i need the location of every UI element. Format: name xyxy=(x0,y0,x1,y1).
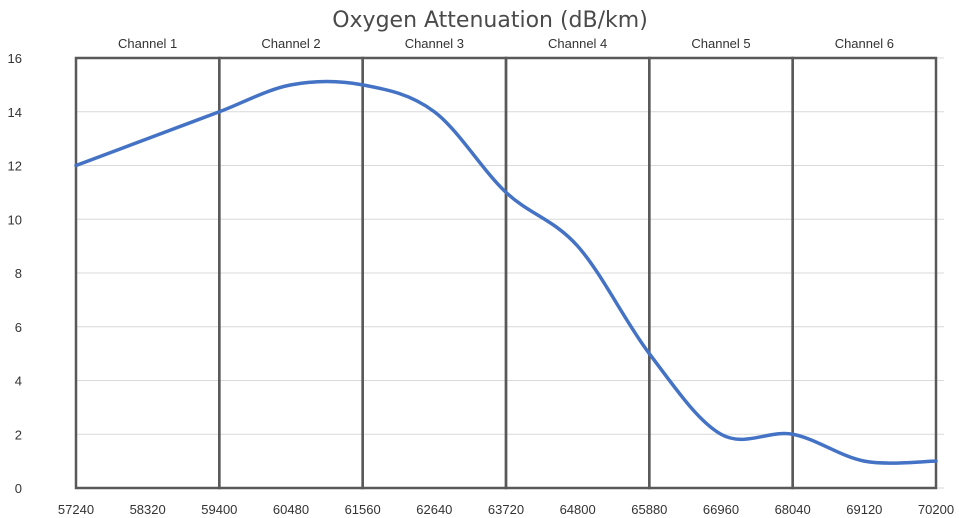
x-tick-label: 58320 xyxy=(130,502,166,517)
data-point xyxy=(504,190,508,194)
x-tick-label: 63720 xyxy=(488,502,524,517)
x-tick-label: 64800 xyxy=(560,502,596,517)
y-tick-label: 14 xyxy=(8,105,22,120)
data-point xyxy=(74,164,78,168)
x-tick-label: 68040 xyxy=(775,502,811,517)
x-axis-ticks: 57240 58320 59400 60480 61560 62640 63720 64800… xyxy=(58,502,954,517)
x-tick-label: 66960 xyxy=(703,502,739,517)
channel-label-6: Channel 6 xyxy=(835,36,894,51)
chart-title: Oxygen Attenuation (dB/km) xyxy=(332,8,648,33)
data-point xyxy=(217,110,221,114)
x-tick-label: 57240 xyxy=(58,502,94,517)
y-tick-label: 16 xyxy=(8,51,22,66)
y-tick-label: 6 xyxy=(15,320,22,335)
data-point xyxy=(647,352,651,356)
y-tick-label: 2 xyxy=(15,427,22,442)
data-point xyxy=(576,244,580,248)
y-axis-ticks: 0 2 4 6 8 10 12 14 16 xyxy=(8,51,22,496)
series-line-1 xyxy=(74,79,938,465)
channel-label-4: Channel 4 xyxy=(548,36,607,51)
x-tick-label: 65880 xyxy=(631,502,667,517)
x-tick-label: 69120 xyxy=(846,502,882,517)
data-point xyxy=(289,83,293,87)
data-point xyxy=(361,83,365,87)
channel-label-2: Channel 2 xyxy=(261,36,320,51)
y-tick-label: 4 xyxy=(15,374,22,389)
channel-label-3: Channel 3 xyxy=(405,36,464,51)
series-lines xyxy=(74,79,938,465)
x-tick-label: 61560 xyxy=(345,502,381,517)
x-tick-label: 70200 xyxy=(918,502,954,517)
data-point xyxy=(719,432,723,436)
data-point xyxy=(432,110,436,114)
x-tick-label: 60480 xyxy=(273,502,309,517)
channel-label-1: Channel 1 xyxy=(118,36,177,51)
x-tick-label: 59400 xyxy=(201,502,237,517)
data-point xyxy=(934,459,938,463)
y-tick-label: 8 xyxy=(15,266,22,281)
y-tick-label: 10 xyxy=(8,212,22,227)
channel-regions: Channel 1 Channel 2 Channel 3 Channel 4 Chan… xyxy=(74,36,938,490)
data-point xyxy=(791,432,795,436)
data-point xyxy=(146,137,150,141)
grid-lines xyxy=(76,57,944,489)
channel-region-6 xyxy=(791,56,938,490)
channel-label-5: Channel 5 xyxy=(691,36,750,51)
y-tick-label: 12 xyxy=(8,159,22,174)
y-tick-label: 0 xyxy=(15,481,22,496)
data-point xyxy=(862,459,866,463)
x-tick-label: 62640 xyxy=(416,502,452,517)
